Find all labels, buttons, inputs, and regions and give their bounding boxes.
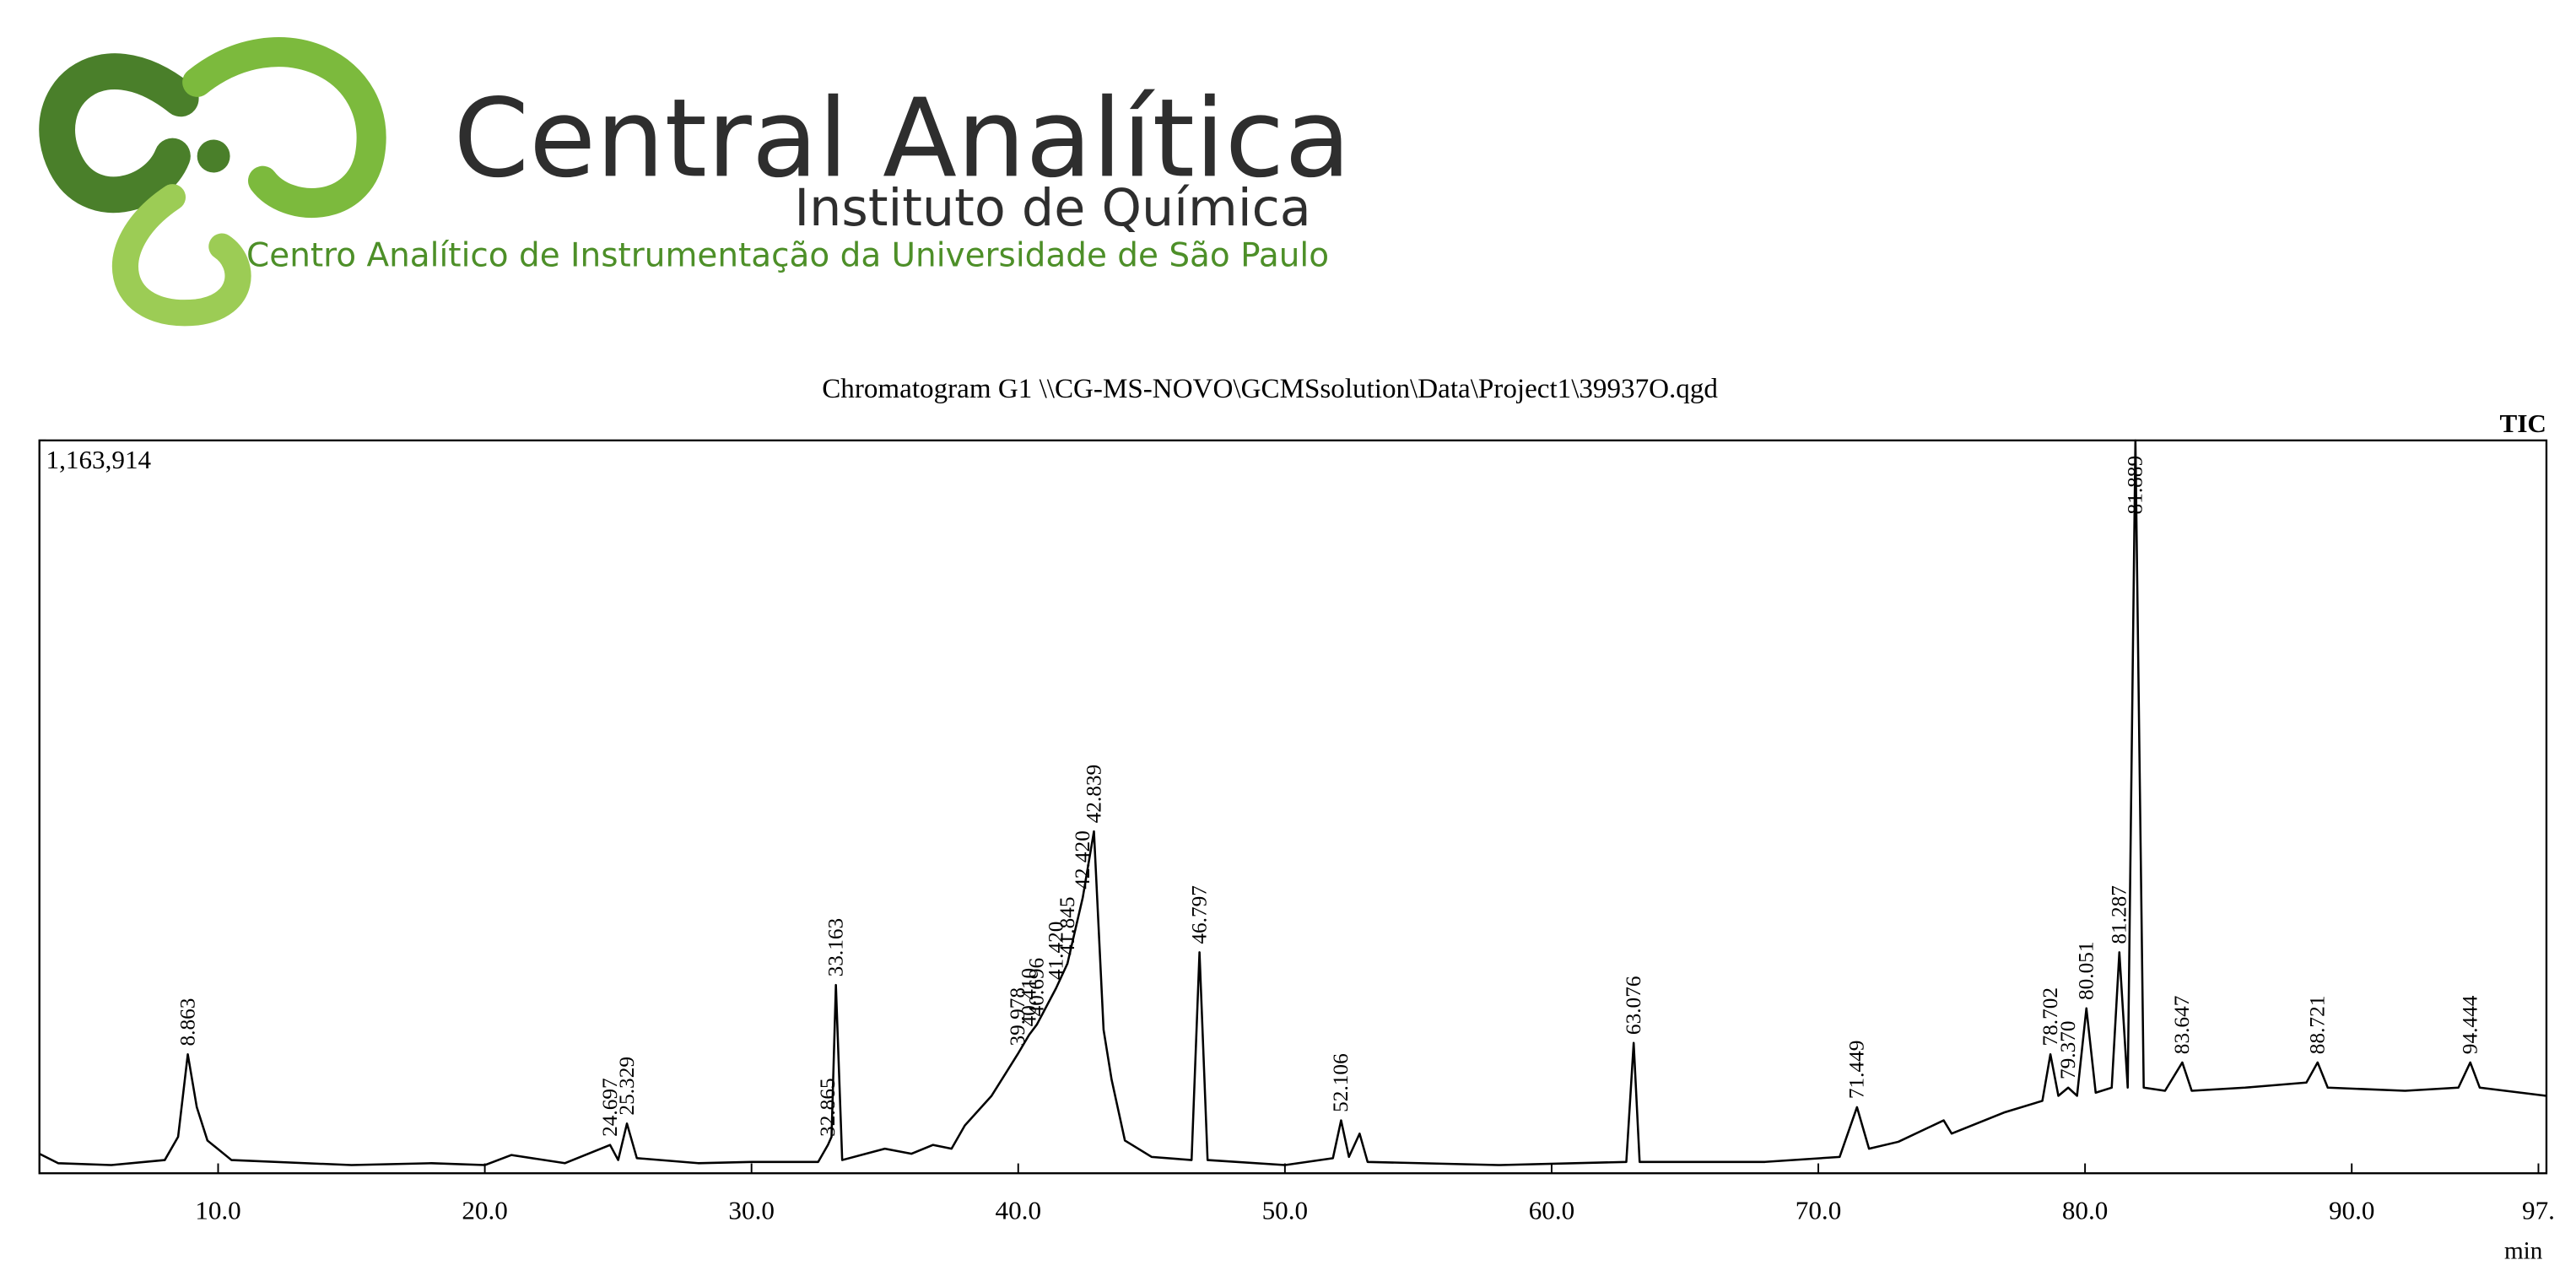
x-tick-label: 97. xyxy=(2522,1196,2555,1225)
x-axis-label: min xyxy=(2504,1237,2543,1264)
peak-label: 41.420 xyxy=(1044,922,1067,981)
x-tick-label: 90.0 xyxy=(2329,1196,2375,1225)
logo-lobe xyxy=(111,184,251,327)
brand-subtitle: Instituto de Química xyxy=(794,179,1310,238)
peak-label: 8.863 xyxy=(176,998,199,1046)
peak-label: 78.702 xyxy=(2039,987,2062,1046)
peak-label: 81.287 xyxy=(2108,885,2131,944)
x-tick-label: 20.0 xyxy=(462,1196,508,1225)
peak-label: 42.839 xyxy=(1082,765,1105,824)
x-tick-label: 70.0 xyxy=(1796,1196,1842,1225)
peak-label: 42.420 xyxy=(1071,830,1094,890)
brand-caption: Centro Analítico de Instrumentação da Un… xyxy=(246,236,1329,274)
x-tick-label: 60.0 xyxy=(1529,1196,1575,1225)
peak-label: 63.076 xyxy=(1622,976,1645,1035)
peak-label: 52.106 xyxy=(1329,1053,1353,1112)
plot-frame xyxy=(38,439,2548,1175)
peak-label: 24.697 xyxy=(598,1078,622,1137)
peak-label: 94.444 xyxy=(2458,995,2481,1054)
logo-lobe xyxy=(39,53,199,213)
peak-label: 81.889 xyxy=(2124,456,2147,515)
series-label: TIC xyxy=(2500,408,2546,438)
brand-title: Central Analítica xyxy=(453,76,1351,202)
peak-label: 39.978 xyxy=(1006,987,1029,1046)
y-tick-label: 1,163,914 xyxy=(46,445,152,474)
peak-label: 32.865 xyxy=(816,1078,840,1137)
logo xyxy=(39,37,386,327)
peak-label: 33.163 xyxy=(824,918,847,977)
x-tick-label: 80.0 xyxy=(2062,1196,2109,1225)
peak-label: 83.647 xyxy=(2170,996,2194,1055)
x-tick-label: 30.0 xyxy=(728,1196,775,1225)
logo-center xyxy=(197,139,230,173)
trace xyxy=(39,439,2547,1166)
logo-lobe xyxy=(182,37,386,218)
peak-label: 79.370 xyxy=(2056,1020,2080,1079)
chart-title: Chromatogram G1 \\CG-MS-NOVO\GCMSsolutio… xyxy=(822,374,1718,404)
x-tick-label: 40.0 xyxy=(996,1196,1042,1225)
peak-label: 41.845 xyxy=(1056,896,1079,955)
x-tick-label: 50.0 xyxy=(1262,1196,1309,1225)
peak-label: 46.797 xyxy=(1187,885,1211,944)
peak-label: 40.696 xyxy=(1025,958,1049,1017)
x-tick-label: 10.0 xyxy=(195,1196,241,1225)
peak-label: 71.449 xyxy=(1845,1041,1869,1100)
peak-label: 80.051 xyxy=(2075,941,2098,1000)
peak-label: 25.329 xyxy=(615,1057,639,1116)
peak-label: 88.721 xyxy=(2306,996,2330,1055)
peak-label: 40.410 xyxy=(1018,968,1041,1027)
